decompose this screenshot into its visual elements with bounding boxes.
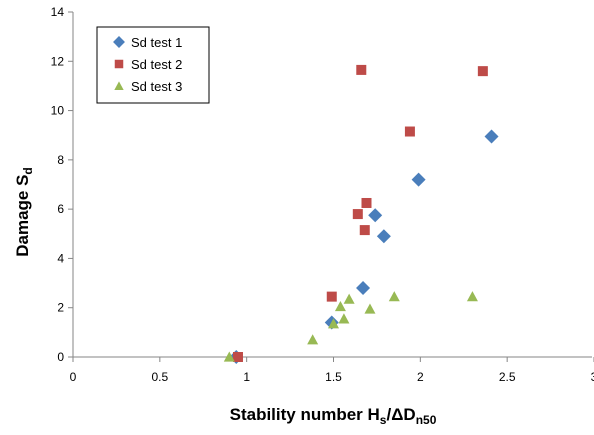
y-axis-title: Damage Sd xyxy=(13,167,35,257)
y-tick-label: 14 xyxy=(51,5,65,19)
legend-label: Sd test 3 xyxy=(131,79,182,94)
x-tick-label: 2 xyxy=(417,370,424,384)
legend-marker-triangle xyxy=(114,81,124,90)
y-tick-label: 8 xyxy=(57,153,64,167)
x-tick-label: 1 xyxy=(243,370,250,384)
y-axis-ticks: 0 2 4 6 8 10 12 14 xyxy=(51,5,73,364)
data-point-diamond xyxy=(368,208,383,223)
legend-item: Sd test 3 xyxy=(114,79,182,94)
x-axis-ticks: 0 0.5 1 1.5 2 2.5 3 xyxy=(70,357,594,384)
data-point-square xyxy=(352,209,363,220)
y-tick-label: 4 xyxy=(57,251,64,265)
data-point-diamond xyxy=(356,281,371,295)
data-point-triangle xyxy=(307,334,319,345)
x-tick-label: 2.5 xyxy=(499,370,516,384)
legend-item: Sd test 2 xyxy=(114,57,182,72)
legend-label: Sd test 2 xyxy=(131,57,182,72)
data-point-triangle xyxy=(343,293,355,304)
data-point-square xyxy=(359,225,370,236)
y-tick-label: 2 xyxy=(57,301,64,315)
legend-marker-diamond xyxy=(113,36,125,48)
data-point-triangle xyxy=(338,313,350,324)
series-2 xyxy=(232,64,488,362)
y-tick-label: 6 xyxy=(57,202,64,216)
series-1 xyxy=(229,129,499,364)
data-point-triangle xyxy=(388,291,400,302)
data-point-square xyxy=(404,126,415,137)
x-tick-label: 0.5 xyxy=(151,370,168,384)
x-tick-label: 0 xyxy=(70,370,77,384)
data-point-triangle xyxy=(328,318,339,329)
y-tick-label: 12 xyxy=(51,54,65,68)
data-point-triangle xyxy=(334,300,346,312)
x-tick-label: 3 xyxy=(591,370,594,384)
data-points xyxy=(223,64,499,364)
data-point-diamond xyxy=(484,129,499,144)
legend: Sd test 1 Sd test 2 Sd test 3 xyxy=(96,26,210,104)
y-tick-label: 0 xyxy=(57,350,64,364)
data-point-diamond xyxy=(411,172,426,187)
data-point-triangle xyxy=(466,291,478,302)
x-axis-title: Stability number Hs/ΔDn50 xyxy=(230,405,437,427)
data-point-diamond xyxy=(376,229,391,244)
x-tick-label: 1.5 xyxy=(325,370,342,384)
data-point-triangle xyxy=(364,303,376,314)
data-point-square xyxy=(356,64,367,75)
legend-item: Sd test 1 xyxy=(113,35,182,50)
y-tick-label: 10 xyxy=(51,104,65,118)
data-point-square xyxy=(232,352,243,362)
data-point-square xyxy=(326,291,337,302)
series-3 xyxy=(223,291,478,362)
legend-marker-square xyxy=(114,59,124,69)
data-point-triangle xyxy=(223,351,235,362)
data-point-square xyxy=(361,197,372,208)
legend-label: Sd test 1 xyxy=(131,35,182,50)
data-point-square xyxy=(477,66,488,77)
